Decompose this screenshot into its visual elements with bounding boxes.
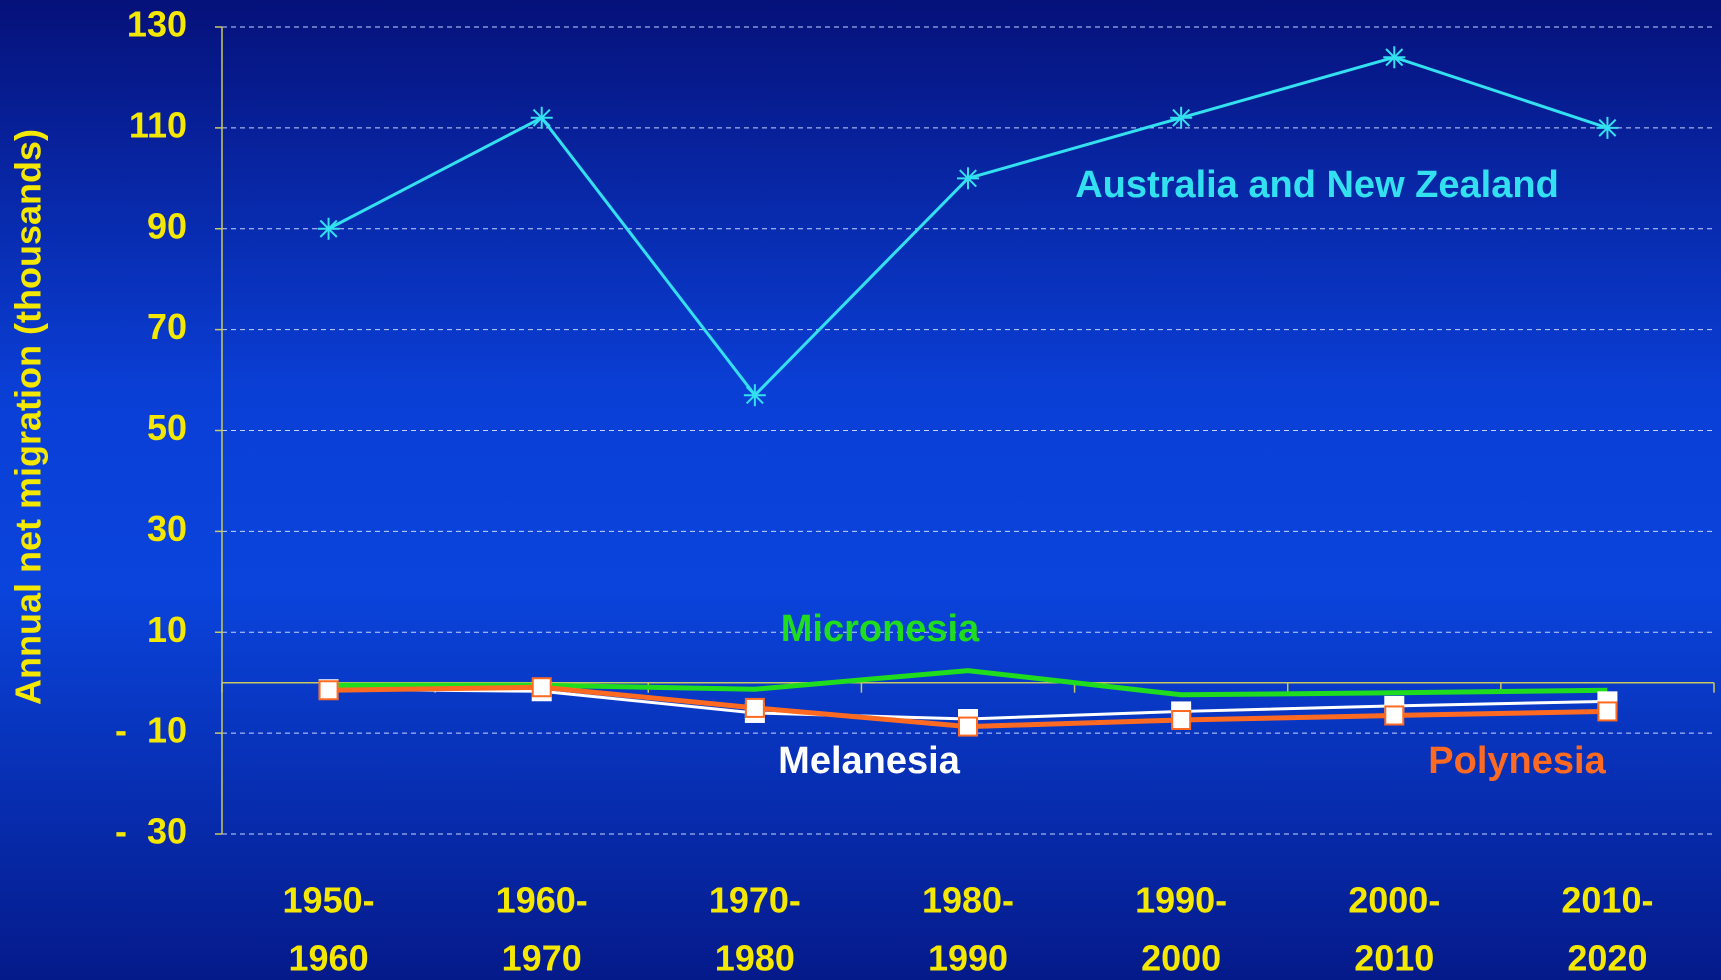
marker [1383,46,1406,69]
y-tick-label: 30 [147,508,187,549]
x-tick-label: 1980 [715,938,795,979]
x-tick-label: 2010- [1561,880,1653,921]
marker [743,384,766,407]
x-tick-label: 1970 [502,938,582,979]
marker [318,680,339,701]
x-tick-label: 1990 [928,938,1008,979]
x-tick-label: 1970- [709,880,801,921]
series-label: Micronesia [781,608,980,650]
series-label: Melanesia [778,740,961,782]
y-tick-label: - 30 [115,811,187,852]
y-tick-label: - 10 [115,710,187,751]
x-tick-label: 1990- [1135,880,1227,921]
y-tick-label: 50 [147,407,187,448]
y-tick-label: 10 [147,609,187,650]
x-tick-label: 1950- [283,880,375,921]
y-axis-title: Annual net migration (thousands) [8,129,49,705]
series-label: Polynesia [1428,740,1606,782]
marker [1596,116,1619,139]
marker [530,106,553,129]
x-tick-label: 2000 [1141,938,1221,979]
y-tick-label: 110 [129,104,187,145]
x-tick-label: 1980- [922,880,1014,921]
marker [531,677,552,698]
series-label: Australia and New Zealand [1075,164,1559,206]
marker [1171,710,1192,731]
x-tick-label: 1960 [289,938,369,979]
y-tick-label: 130 [127,4,187,45]
x-tick-label: 2000- [1348,880,1440,921]
y-tick-label: 70 [147,306,187,347]
x-tick-label: 2010 [1354,938,1434,979]
x-tick-label: 2020 [1567,938,1647,979]
marker [1170,106,1193,129]
x-tick-label: 1960- [496,880,588,921]
marker [957,167,979,190]
y-tick-label: 90 [147,205,187,246]
marker [958,716,978,737]
marker [1597,701,1618,722]
marker [744,697,765,718]
marker [1384,705,1405,726]
marker [317,217,340,240]
